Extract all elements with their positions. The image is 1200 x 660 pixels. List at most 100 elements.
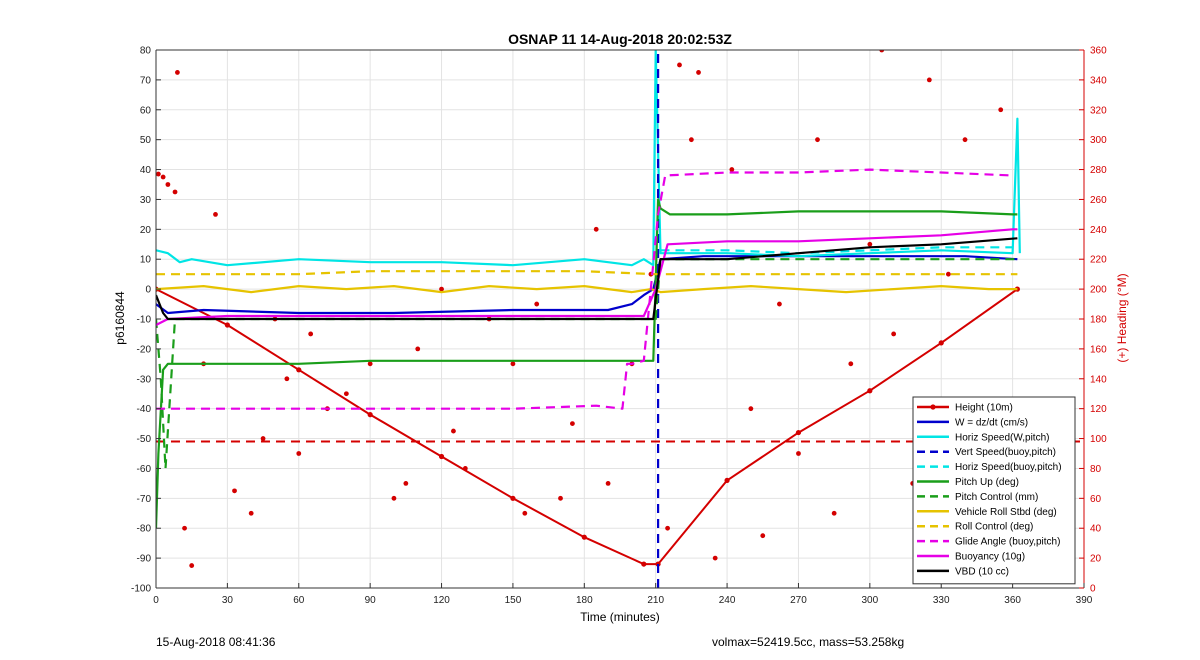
legend-entry: VBD (10 cc) — [955, 566, 1009, 577]
y2-tick-label: 320 — [1090, 105, 1107, 116]
heading-point — [156, 171, 161, 177]
heading-point — [796, 451, 801, 456]
heading-point — [760, 533, 766, 539]
y2-tick-label: 200 — [1090, 285, 1107, 296]
legend-entry: Vehicle Roll Stbd (deg) — [955, 507, 1057, 518]
heading-point — [510, 361, 516, 367]
x-tick-label: 300 — [862, 595, 879, 606]
y-tick-label: 10 — [140, 255, 152, 266]
y-tick-label: -100 — [131, 584, 151, 595]
heading-point — [260, 436, 266, 441]
legend-entry: Height (10m) — [955, 403, 1013, 414]
heading-point — [570, 421, 575, 427]
chart-title: OSNAP 11 14-Aug-2018 20:02:53Z — [508, 31, 732, 47]
x-tick-label: 210 — [647, 595, 664, 606]
axis-ticks: 0 30 60 90 120 150 180 210 240 270 300 330 360 390-10… — [131, 46, 1107, 607]
heading-point — [831, 510, 837, 516]
legend-entry: Vert Speed(buoy,pitch) — [955, 447, 1056, 458]
plot-area — [156, 50, 1021, 588]
footer-volmax-mass: volmax=52419.5cc, mass=53.258kg — [712, 635, 905, 649]
x-tick-label: 390 — [1076, 595, 1093, 606]
y2-tick-label: 220 — [1090, 255, 1107, 266]
series-point-0 — [867, 388, 873, 394]
heading-point — [593, 226, 599, 232]
y2-tick-label: 340 — [1090, 75, 1107, 86]
x-tick-label: 180 — [576, 595, 593, 606]
y2-tick-label: 60 — [1090, 494, 1102, 505]
heading-point — [343, 391, 349, 397]
y-tick-label: -40 — [137, 404, 152, 415]
x-tick-label: 150 — [505, 595, 522, 606]
heading-point — [962, 137, 968, 143]
heading-point — [998, 107, 1004, 113]
y2-tick-label: 180 — [1090, 315, 1107, 326]
legend-marker — [930, 404, 936, 410]
series-point-0 — [581, 534, 587, 540]
heading-point — [891, 331, 897, 337]
y-tick-label: -70 — [137, 494, 152, 505]
heading-point — [451, 428, 456, 434]
x-tick-label: 90 — [365, 595, 377, 606]
series-line-8 — [156, 270, 1018, 276]
y-tick-label: 70 — [140, 75, 152, 86]
x-tick-label: 270 — [790, 595, 807, 606]
heading-point — [729, 167, 735, 172]
legend-box — [912, 396, 1076, 585]
heading-point — [308, 331, 314, 337]
x-tick-label: 60 — [293, 595, 305, 606]
series-point-0 — [296, 367, 302, 373]
heading-point — [284, 376, 290, 382]
heading-point — [696, 70, 701, 75]
y2-tick-label: 240 — [1090, 225, 1107, 236]
heading-point — [605, 480, 611, 486]
y-tick-label: 80 — [140, 46, 152, 57]
heading-point — [777, 301, 782, 307]
x-tick-label: 0 — [153, 595, 159, 606]
legend-entry: Glide Angle (buoy,pitch) — [955, 537, 1060, 548]
legend-entry: Pitch Control (mm) — [955, 492, 1038, 503]
series-point-0 — [938, 340, 944, 346]
y-tick-label: 0 — [145, 285, 151, 296]
heading-point — [296, 451, 302, 456]
heading-point — [926, 77, 932, 83]
legend-entry: Horiz Speed(buoy,pitch) — [955, 462, 1062, 473]
y-axis-label: p6160844 — [113, 291, 127, 345]
y-tick-label: -80 — [137, 524, 152, 535]
y2-tick-label: 280 — [1090, 165, 1107, 176]
series-point-0 — [724, 477, 730, 483]
heading-point — [391, 495, 397, 501]
y2-tick-label: 100 — [1090, 434, 1107, 445]
heading-point — [867, 241, 873, 247]
heading-point — [403, 480, 409, 486]
series-line-9 — [156, 168, 1013, 410]
heading-point — [415, 346, 421, 352]
footer-timestamp: 15-Aug-2018 08:41:36 — [156, 635, 276, 649]
heading-point — [688, 137, 694, 143]
x-axis-label: Time (minutes) — [580, 610, 660, 624]
heading-point — [182, 525, 187, 531]
heading-point — [232, 488, 237, 494]
legend-entry: Pitch Up (deg) — [955, 477, 1019, 488]
heading-point — [848, 361, 854, 367]
x-tick-label: 120 — [433, 595, 450, 606]
heading-point — [879, 50, 885, 53]
y-tick-label: 20 — [140, 225, 152, 236]
heading-point — [213, 211, 218, 217]
series-point-0 — [795, 429, 802, 436]
y2-tick-label: 20 — [1090, 554, 1102, 565]
y2-tick-label: 0 — [1090, 584, 1096, 595]
legend-entry: W = dz/dt (cm/s) — [955, 417, 1028, 428]
y2-tick-label: 120 — [1090, 404, 1107, 415]
heading-point — [367, 361, 373, 367]
x-tick-label: 30 — [222, 595, 234, 606]
y-tick-label: 60 — [140, 105, 152, 116]
heading-point — [665, 525, 670, 531]
y-tick-label: -10 — [137, 315, 152, 326]
legend-entry: Horiz Speed(W,pitch) — [955, 432, 1049, 443]
heading-point — [558, 495, 563, 501]
y-tick-label: -50 — [137, 434, 152, 445]
series-point-0 — [641, 561, 647, 567]
series-point-0 — [510, 495, 516, 501]
y-tick-label: 40 — [140, 165, 152, 176]
